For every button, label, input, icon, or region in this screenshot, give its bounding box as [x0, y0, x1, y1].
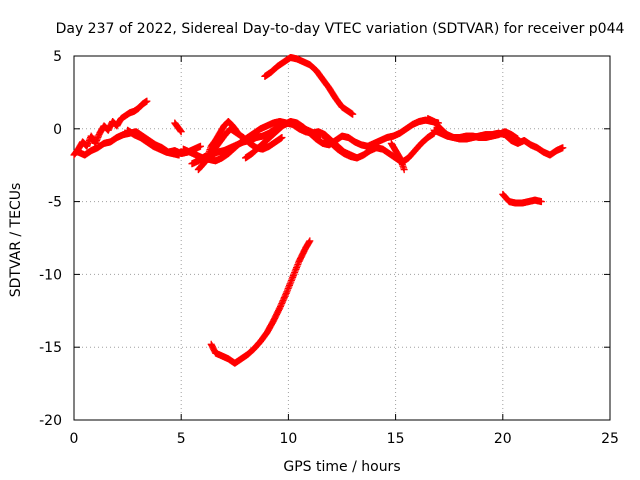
x-tick-label: 15 — [387, 431, 405, 447]
y-tick-label: -15 — [39, 340, 62, 356]
y-tick-label: -5 — [48, 195, 62, 211]
y-axis-label: SDTVAR / TECUs — [8, 183, 24, 298]
data-point — [196, 142, 204, 150]
series-arc-10 — [321, 129, 438, 166]
data-point — [400, 166, 408, 174]
data-point — [175, 151, 183, 159]
series-arc-16 — [207, 237, 314, 367]
grid — [74, 56, 610, 420]
series-arc-3 — [124, 126, 183, 159]
y-tick-label: 0 — [53, 122, 62, 138]
series-arc-8 — [203, 118, 241, 162]
data-point — [143, 97, 151, 105]
x-tick-label: 25 — [601, 431, 619, 447]
data-point — [349, 110, 357, 118]
series-arc-14 — [499, 190, 545, 207]
y-tick-label: -10 — [39, 267, 62, 283]
x-axis: 0 5 10 15 20 25 — [70, 56, 619, 447]
data-point — [537, 198, 545, 206]
series-arc-13 — [430, 126, 522, 143]
data-point — [559, 144, 567, 152]
x-tick-label: 20 — [494, 431, 512, 447]
series-arc-4 — [171, 119, 185, 136]
chart-title: Day 237 of 2022, Sidereal Day-to-day VTE… — [56, 21, 625, 37]
data-point — [177, 128, 185, 136]
x-axis-label: GPS time / hours — [283, 459, 400, 475]
series-arc-15 — [261, 53, 357, 118]
data-point — [514, 135, 522, 143]
data-point — [306, 237, 314, 245]
data-points — [70, 53, 567, 367]
series-arc-11 — [387, 139, 408, 174]
x-tick-label: 10 — [279, 431, 297, 447]
y-tick-label: 5 — [53, 49, 62, 65]
data-point — [233, 128, 241, 136]
data-point — [278, 134, 286, 142]
y-axis: 5 0 -5 -10 -15 -20 — [39, 49, 610, 429]
y-tick-label: -20 — [39, 413, 62, 429]
x-tick-label: 0 — [70, 431, 79, 447]
series-arc-1 — [70, 97, 151, 159]
x-tick-label: 5 — [177, 431, 186, 447]
plot-frame — [73, 55, 611, 421]
